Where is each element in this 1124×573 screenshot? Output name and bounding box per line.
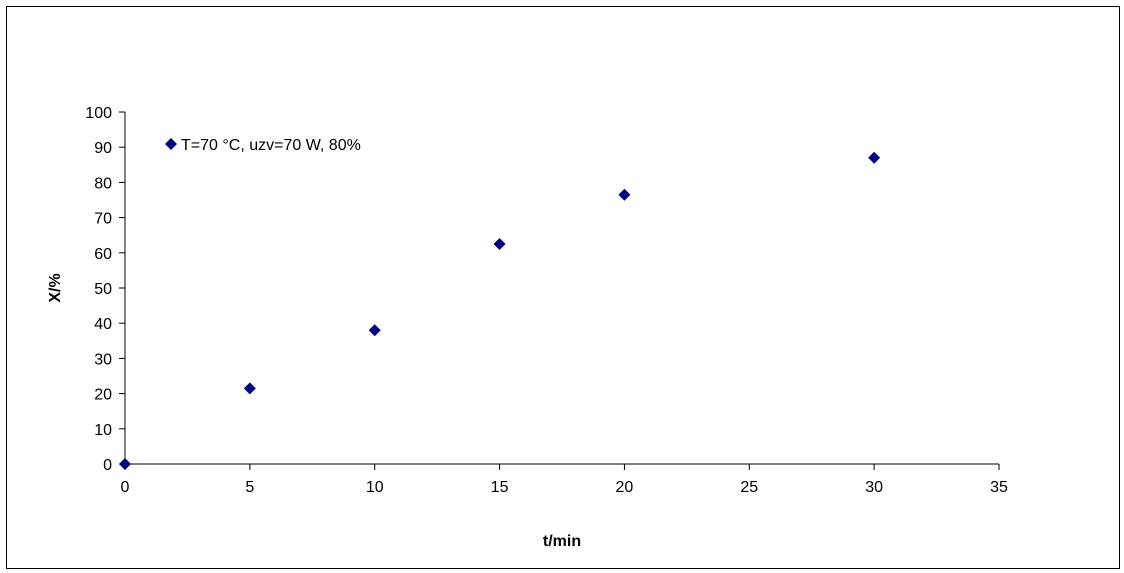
- y-tick-label: 10: [94, 422, 112, 439]
- x-tick-label: 5: [245, 479, 254, 496]
- y-tick-label: 100: [85, 105, 112, 122]
- data-point-marker: [243, 382, 256, 395]
- scatter-chart: 0 5 10 15 20 25 30 35 0 10 20 30 40 50 60 70 80 90 100 T=7…: [47, 105, 1008, 550]
- legend-marker-diamond: [165, 138, 177, 150]
- y-tick-label: 40: [94, 316, 112, 333]
- data-points: [119, 151, 881, 470]
- axes: [119, 111, 1000, 470]
- y-tick-label: 90: [94, 140, 112, 157]
- x-tick-label: 25: [740, 479, 758, 496]
- y-tick-label: 80: [94, 175, 112, 192]
- legend-label: T=70 °C, uzv=70 W, 80%: [181, 137, 361, 154]
- x-tick-label: 30: [865, 479, 883, 496]
- y-axis-title: X/%: [47, 273, 64, 302]
- data-point-marker: [119, 458, 131, 470]
- x-tick-label: 15: [491, 479, 509, 496]
- x-tick-label: 35: [990, 479, 1008, 496]
- data-point-marker: [868, 151, 881, 164]
- y-tick-label: 50: [94, 281, 112, 298]
- x-tick-label: 10: [366, 479, 384, 496]
- x-tick-label: 20: [616, 479, 634, 496]
- x-tick-label: 0: [121, 479, 130, 496]
- y-tick-label: 70: [94, 211, 112, 228]
- chart-frame: 0 5 10 15 20 25 30 35 0 10 20 30 40 50 60 70 80 90 100 T=7…: [6, 6, 1120, 569]
- x-axis-title: t/min: [543, 533, 581, 550]
- y-tick-label: 60: [94, 246, 112, 263]
- y-tick-label: 30: [94, 351, 112, 368]
- data-point-marker: [368, 324, 381, 337]
- data-point-marker: [618, 188, 631, 201]
- tick-labels: 0 5 10 15 20 25 30 35 0 10 20 30 40 50 60 70 80 90 100: [85, 105, 1008, 496]
- data-point-marker: [493, 238, 506, 250]
- y-tick-label: 0: [103, 457, 112, 474]
- legend: T=70 °C, uzv=70 W, 80%: [165, 137, 361, 154]
- y-tick-label: 20: [94, 387, 112, 404]
